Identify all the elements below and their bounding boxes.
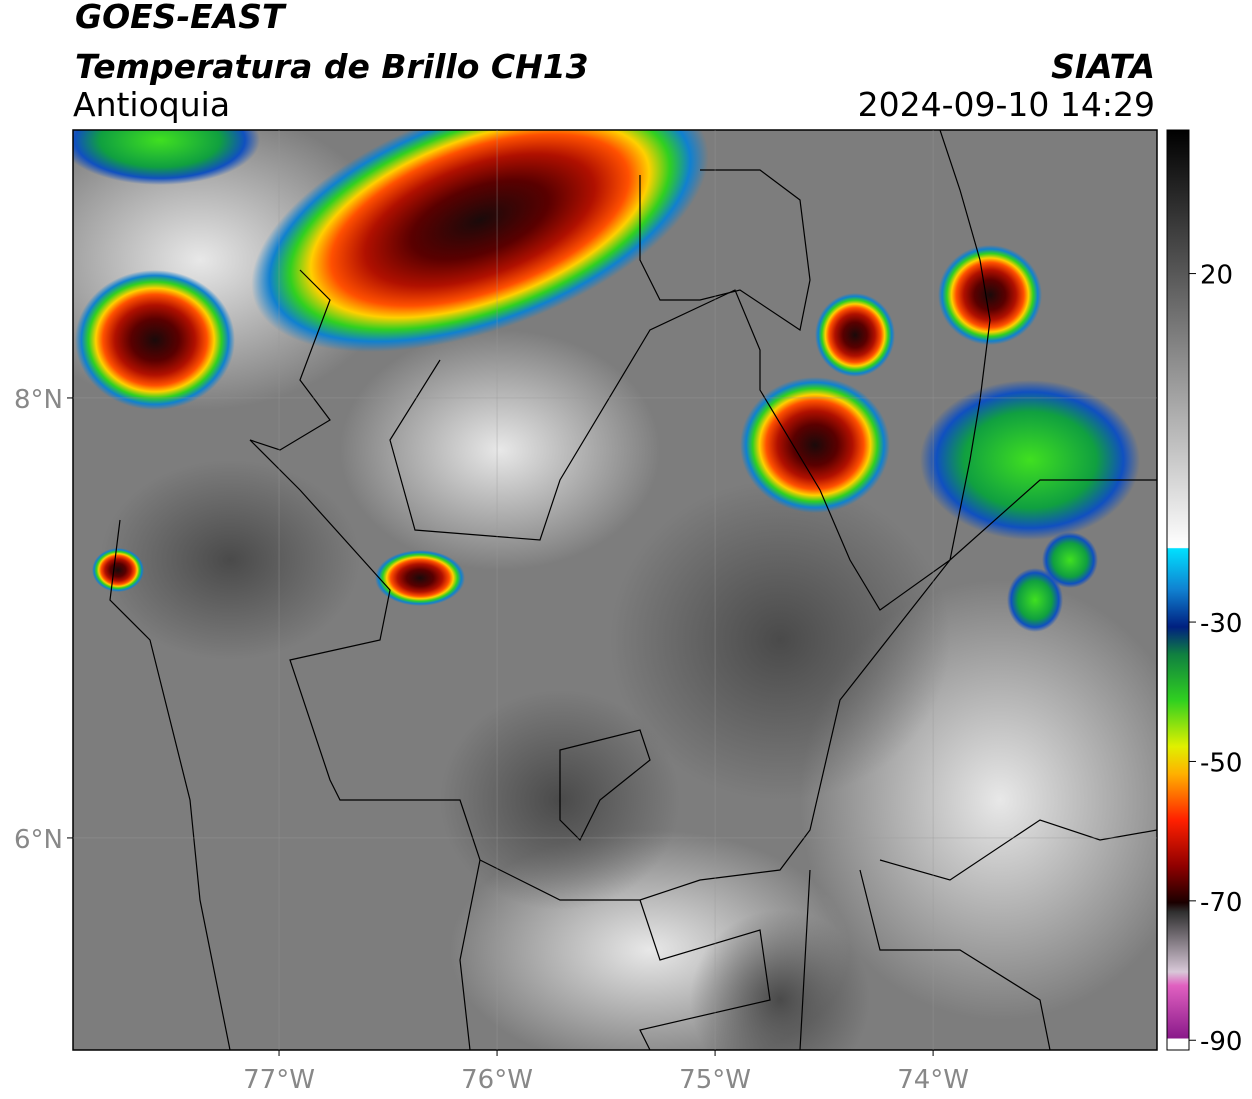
- datetime: 2024-09-10 14:29: [858, 85, 1155, 124]
- x-tick-label: 74°W: [897, 1065, 969, 1095]
- colorbar-tick-label: -90: [1200, 1027, 1242, 1057]
- region: Antioquia: [73, 85, 230, 124]
- colorbar-tick-label: 20: [1200, 261, 1233, 291]
- source: SIATA: [1051, 47, 1155, 86]
- satellite-image: [73, 130, 1157, 1050]
- y-tick-label: 8°N: [14, 385, 63, 415]
- x-tick-label: 75°W: [679, 1065, 751, 1095]
- colorbar-tick-label: -70: [1200, 888, 1242, 918]
- y-tick-label: 6°N: [14, 825, 63, 855]
- colorbar-tick-label: -30: [1200, 609, 1242, 639]
- x-tick-label: 76°W: [461, 1065, 533, 1095]
- x-tick-label: 77°W: [243, 1065, 315, 1095]
- subtitle: Temperatura de Brillo CH13: [75, 47, 589, 86]
- title: GOES-EAST: [75, 0, 287, 36]
- map-frame: [72, 129, 1158, 1051]
- colorbar: [1166, 129, 1190, 1051]
- colorbar-tick-label: -50: [1200, 748, 1242, 778]
